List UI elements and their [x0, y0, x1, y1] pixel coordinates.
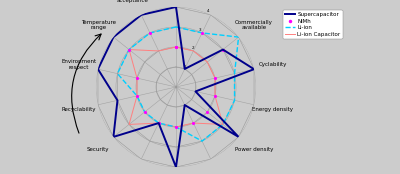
Legend: Supercapacitor, NiMh, Li-ion, Li-ion Capacitor: Supercapacitor, NiMh, Li-ion, Li-ion Cap… — [283, 10, 342, 39]
